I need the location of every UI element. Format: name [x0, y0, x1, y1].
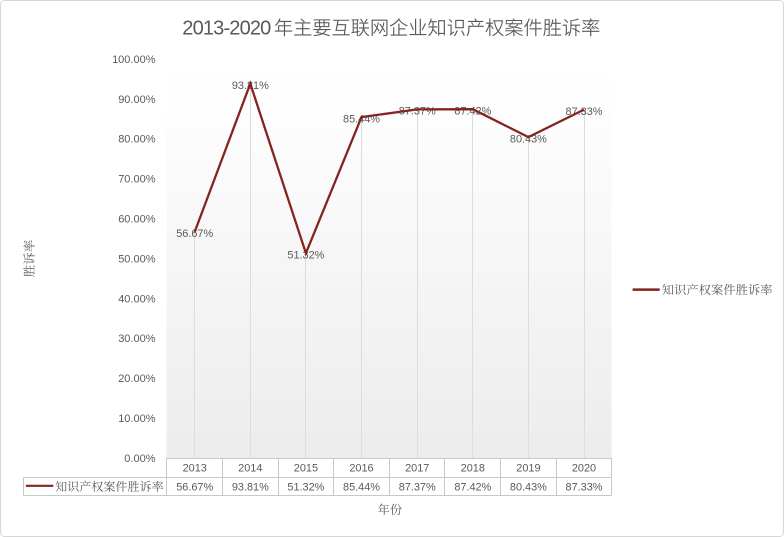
svg-text:56.67%: 56.67% — [176, 228, 213, 240]
svg-text:2020: 2020 — [572, 462, 596, 474]
svg-text:87.37%: 87.37% — [399, 482, 436, 494]
svg-text:80.43%: 80.43% — [510, 482, 547, 494]
svg-text:51.32%: 51.32% — [287, 482, 324, 494]
svg-text:2018: 2018 — [461, 462, 485, 474]
svg-text:2013: 2013 — [183, 462, 207, 474]
svg-text:50.00%: 50.00% — [118, 253, 156, 265]
svg-text:85.44%: 85.44% — [343, 482, 380, 494]
svg-text:30.00%: 30.00% — [118, 333, 156, 345]
svg-text:56.67%: 56.67% — [176, 482, 213, 494]
svg-text:40.00%: 40.00% — [118, 293, 156, 305]
svg-text:87.33%: 87.33% — [566, 482, 603, 494]
svg-text:2014: 2014 — [238, 462, 262, 474]
svg-text:100.00%: 100.00% — [112, 54, 156, 66]
svg-text:0.00%: 0.00% — [124, 453, 155, 465]
svg-text:93.81%: 93.81% — [232, 482, 269, 494]
svg-text:2017: 2017 — [405, 462, 429, 474]
svg-text:80.43%: 80.43% — [510, 133, 547, 145]
svg-text:60.00%: 60.00% — [118, 214, 156, 226]
svg-text:20.00%: 20.00% — [118, 373, 156, 385]
svg-text:2019: 2019 — [516, 462, 540, 474]
svg-text:2015: 2015 — [294, 462, 318, 474]
svg-text:87.42%: 87.42% — [454, 482, 491, 494]
svg-text:90.00%: 90.00% — [118, 94, 156, 106]
svg-text:70.00%: 70.00% — [118, 174, 156, 186]
svg-text:2016: 2016 — [349, 462, 373, 474]
svg-text:80.00%: 80.00% — [118, 134, 156, 146]
svg-text:2013-2020: 2013-2020 — [182, 18, 271, 40]
svg-text:10.00%: 10.00% — [118, 413, 156, 425]
